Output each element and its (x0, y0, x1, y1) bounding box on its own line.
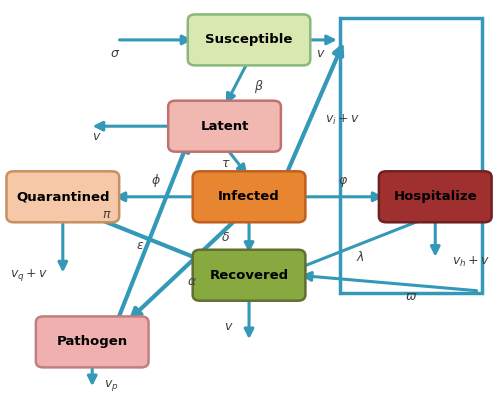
Text: $v_i+v$: $v_i+v$ (325, 113, 360, 127)
Text: Quarantined: Quarantined (16, 190, 110, 203)
FancyBboxPatch shape (188, 15, 310, 66)
FancyBboxPatch shape (192, 171, 306, 222)
Text: τ: τ (222, 157, 230, 170)
Text: Hospitalize: Hospitalize (394, 190, 477, 203)
Text: ϕ: ϕ (152, 174, 160, 187)
FancyBboxPatch shape (168, 101, 281, 152)
Text: $v_h+v$: $v_h+v$ (452, 254, 490, 269)
Text: v: v (224, 320, 232, 333)
Text: $v_p$: $v_p$ (104, 378, 119, 393)
Text: δ: δ (222, 231, 230, 245)
Text: Susceptible: Susceptible (206, 34, 292, 47)
Text: $v_q+v$: $v_q+v$ (10, 267, 48, 283)
Text: λ: λ (357, 251, 364, 264)
FancyBboxPatch shape (36, 316, 148, 367)
Text: v: v (92, 130, 100, 143)
FancyBboxPatch shape (192, 250, 306, 301)
FancyBboxPatch shape (6, 171, 119, 222)
Text: β: β (254, 81, 262, 94)
Text: π: π (102, 208, 110, 221)
Text: φ: φ (338, 174, 346, 187)
Text: v: v (316, 47, 324, 60)
Text: Latent: Latent (200, 120, 248, 133)
FancyBboxPatch shape (379, 171, 492, 222)
Text: ε: ε (137, 239, 143, 252)
Text: Pathogen: Pathogen (56, 335, 128, 348)
Text: α: α (188, 275, 196, 288)
Bar (340, 18, 482, 293)
Text: Recovered: Recovered (210, 269, 288, 282)
Text: ϖ: ϖ (406, 290, 416, 303)
Text: Infected: Infected (218, 190, 280, 203)
Text: σ: σ (110, 47, 118, 60)
